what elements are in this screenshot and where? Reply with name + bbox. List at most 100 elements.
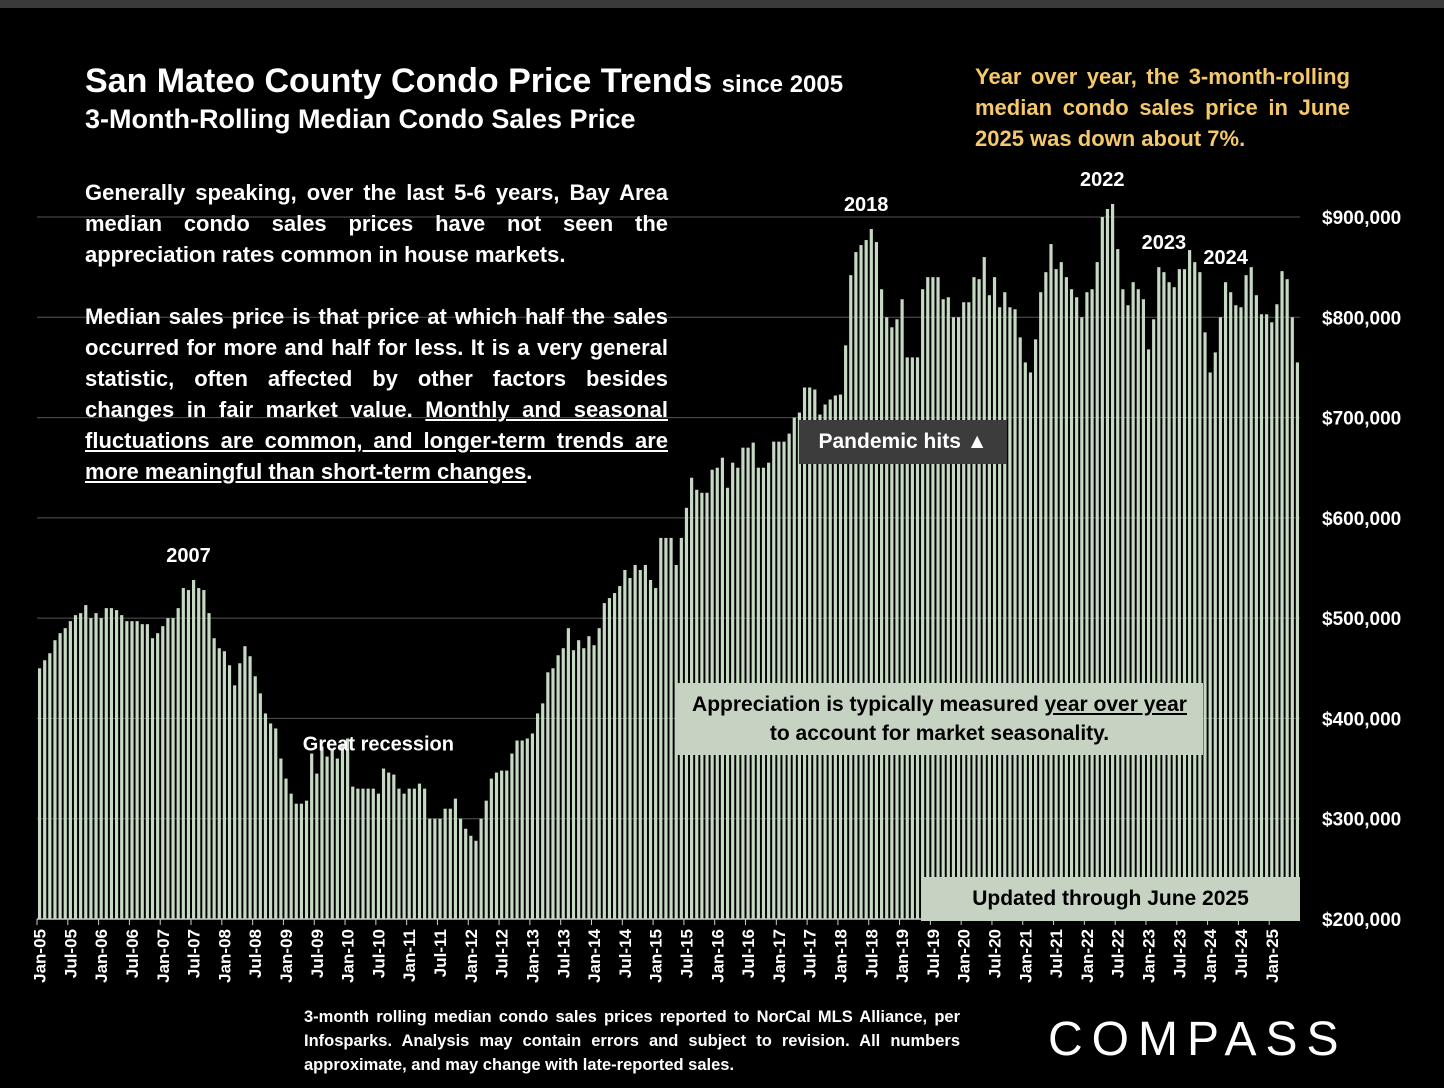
- bar: [1172, 287, 1176, 919]
- bar: [1182, 269, 1187, 919]
- bar: [453, 798, 458, 919]
- bar: [299, 803, 303, 919]
- bar: [618, 586, 622, 919]
- bar: [320, 746, 324, 919]
- bar: [818, 414, 822, 919]
- bar: [156, 633, 160, 919]
- x-tick-label: Jul-08: [246, 929, 265, 978]
- chart-title: San Mateo County Condo Price Trends sinc…: [85, 62, 843, 101]
- x-tick-label: Jan-25: [1263, 929, 1282, 983]
- bar: [279, 758, 283, 919]
- x-tick-label: Jul-10: [369, 929, 388, 978]
- bar: [659, 537, 663, 919]
- bar: [1152, 319, 1156, 919]
- bar: [1039, 292, 1043, 920]
- annotation-label: 2023: [1142, 232, 1187, 254]
- bar: [423, 788, 427, 919]
- bar: [813, 389, 817, 919]
- bar: [946, 297, 950, 920]
- bar: [592, 645, 596, 919]
- bar: [643, 564, 647, 919]
- x-tick-label: Jan-18: [832, 929, 851, 983]
- bar: [597, 628, 601, 919]
- x-tick-label: Jul-14: [616, 928, 635, 978]
- bar: [1249, 267, 1253, 919]
- bar: [125, 621, 129, 919]
- bar: [546, 672, 550, 919]
- y-tick-label: $600,000: [1322, 509, 1401, 530]
- bar: [520, 740, 524, 919]
- bar: [135, 621, 139, 919]
- x-tick-label: Jan-21: [1016, 929, 1035, 983]
- bar: [68, 621, 72, 919]
- bar: [197, 588, 201, 919]
- x-tick-label: Jan-23: [1140, 929, 1159, 983]
- bar: [294, 803, 298, 919]
- bar: [648, 580, 653, 919]
- bar: [186, 590, 191, 919]
- bar: [1008, 307, 1012, 919]
- bar: [428, 818, 432, 919]
- x-tick-label: Jul-21: [1047, 929, 1066, 978]
- bar: [171, 618, 175, 919]
- bar: [802, 387, 807, 919]
- bar: [895, 319, 899, 919]
- bar: [1034, 339, 1038, 920]
- bar: [469, 835, 473, 919]
- bar: [1095, 262, 1099, 919]
- bar: [458, 818, 463, 919]
- bar: [438, 818, 442, 919]
- bar: [844, 345, 848, 919]
- bar: [274, 728, 278, 919]
- bar: [89, 618, 93, 919]
- bar: [1085, 292, 1089, 920]
- bar: [412, 788, 416, 919]
- x-tick-label: Jan-22: [1078, 929, 1097, 983]
- bar: [1116, 249, 1120, 920]
- bar: [792, 417, 796, 919]
- y-tick-label: $200,000: [1322, 910, 1401, 931]
- bar: [1234, 305, 1238, 919]
- bar: [838, 394, 843, 919]
- bar: [1111, 203, 1115, 919]
- x-tick-label: Jul-18: [862, 929, 881, 978]
- bar: [1023, 362, 1027, 919]
- bar: [248, 656, 252, 919]
- bar: [638, 570, 642, 919]
- bar: [931, 277, 935, 919]
- x-tick-label: Jan-15: [647, 929, 666, 983]
- bar: [464, 828, 468, 919]
- bar: [1105, 208, 1110, 920]
- bar: [1223, 282, 1228, 919]
- bar: [828, 399, 832, 919]
- bar: [489, 778, 493, 919]
- bar: [84, 605, 88, 919]
- x-tick-label: Jul-15: [678, 929, 697, 978]
- x-tick-label: Jan-13: [523, 929, 542, 983]
- bar: [541, 703, 545, 919]
- bar: [130, 621, 134, 919]
- x-tick-label: Jan-07: [154, 929, 173, 983]
- bar: [956, 317, 961, 919]
- bar: [346, 738, 350, 919]
- bar: [212, 638, 216, 919]
- bar: [885, 317, 889, 919]
- bar: [772, 441, 776, 919]
- bar: [854, 252, 858, 920]
- y-tick-label: $700,000: [1322, 409, 1401, 430]
- bar: [63, 628, 67, 919]
- yoy-note: Year over year, the 3-month-rolling medi…: [975, 64, 1350, 151]
- bar: [1018, 337, 1022, 920]
- bar: [823, 404, 827, 919]
- paragraph-2-plain: Median sales price is that price at whic…: [85, 304, 668, 422]
- bar: [176, 608, 180, 919]
- explanation-text: Generally speaking, over the last 5-6 ye…: [85, 177, 668, 518]
- bar: [654, 588, 658, 919]
- bar: [1146, 349, 1151, 919]
- annotation-label: 2007: [166, 545, 211, 567]
- bar: [1290, 317, 1294, 919]
- bar: [417, 783, 422, 919]
- x-tick-label: Jan-12: [462, 929, 481, 983]
- bar: [448, 808, 452, 919]
- bar: [376, 793, 381, 919]
